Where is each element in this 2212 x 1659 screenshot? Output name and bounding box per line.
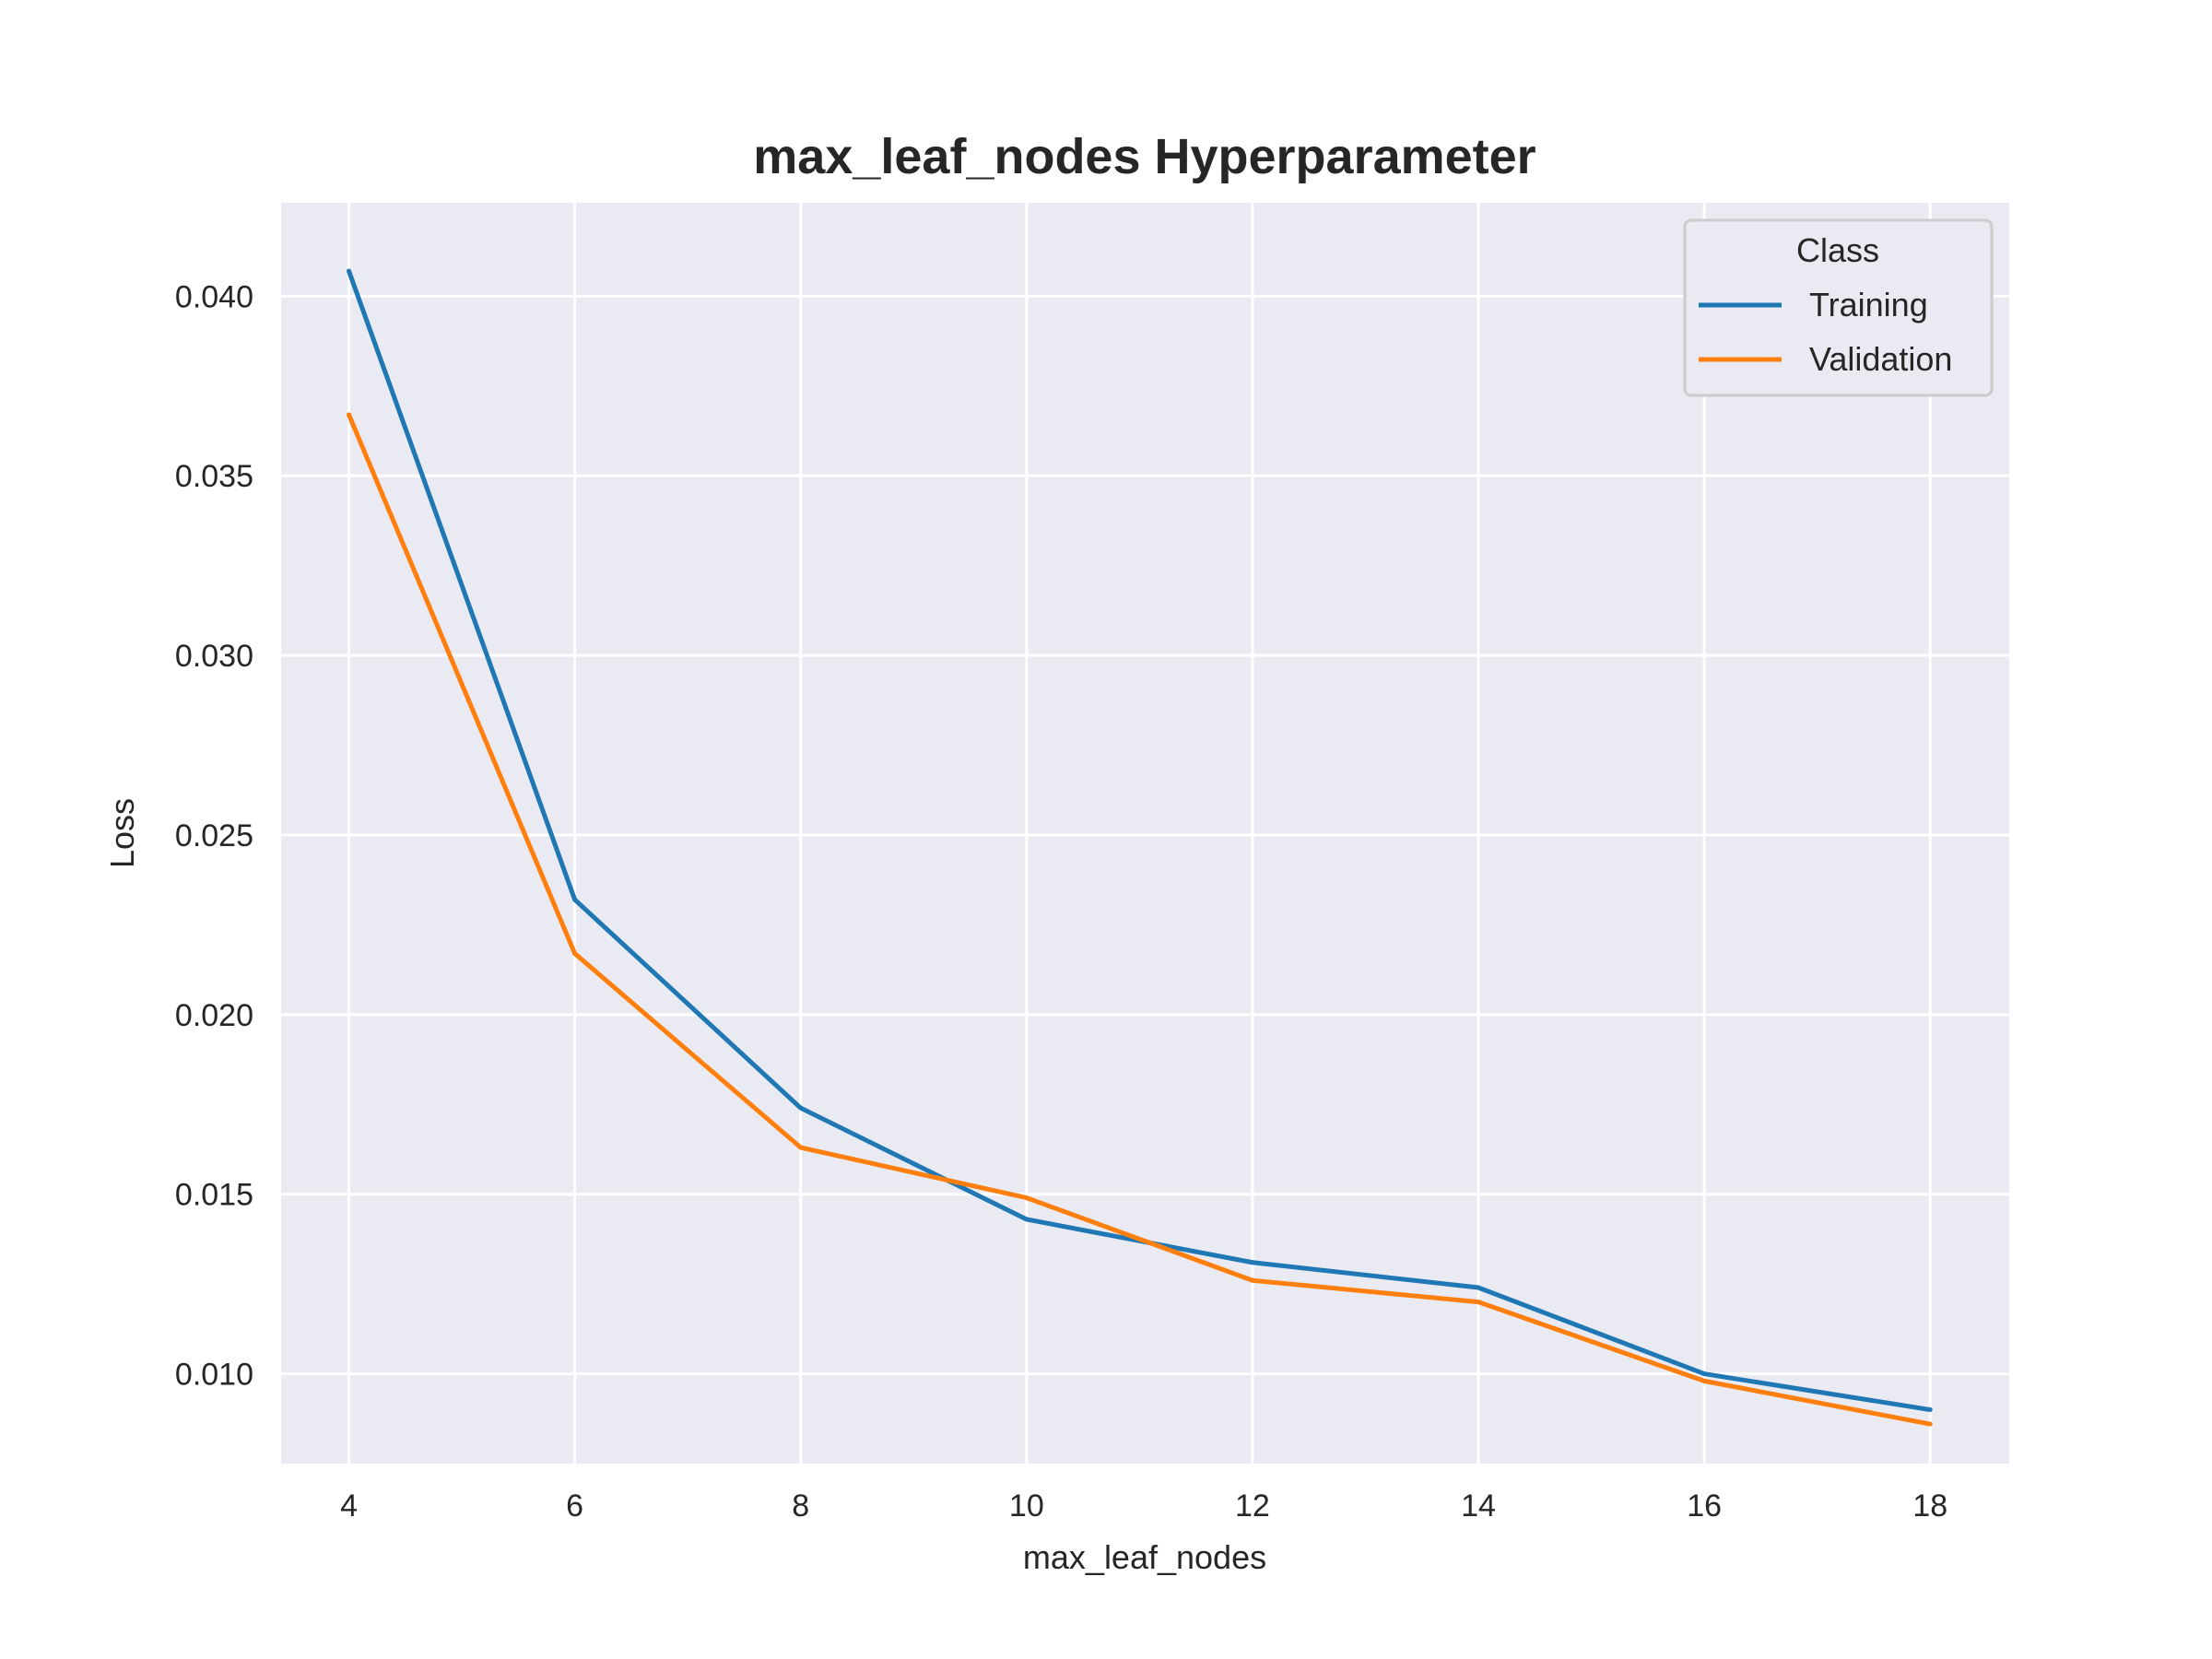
y-tick-label: 0.025 bbox=[175, 818, 253, 853]
data-point-validation bbox=[798, 1145, 804, 1150]
data-point-training bbox=[347, 268, 352, 274]
x-tick-label: 16 bbox=[1687, 1488, 1722, 1524]
data-point-validation bbox=[1250, 1277, 1255, 1283]
series-line-validation bbox=[347, 413, 1931, 1427]
data-point-training bbox=[1927, 1407, 1933, 1413]
data-point-validation bbox=[1476, 1300, 1481, 1305]
plot-area bbox=[281, 203, 2009, 1464]
data-point-training bbox=[798, 1105, 804, 1111]
data-point-training bbox=[1701, 1371, 1707, 1377]
legend: Class Training Validation bbox=[1683, 218, 1994, 397]
y-tick-label: 0.015 bbox=[175, 1178, 253, 1213]
y-gridlines bbox=[281, 294, 2009, 1376]
data-point-validation bbox=[347, 412, 352, 418]
x-tick-label: 12 bbox=[1235, 1488, 1270, 1524]
data-point-validation bbox=[1024, 1195, 1030, 1201]
data-point-training bbox=[1250, 1260, 1255, 1265]
legend-title: Class bbox=[1796, 231, 1879, 269]
x-tick-label: 8 bbox=[792, 1488, 809, 1524]
y-axis-label: Loss bbox=[103, 798, 141, 868]
data-point-training bbox=[572, 897, 578, 902]
data-point-validation bbox=[1701, 1378, 1707, 1383]
y-tick-label: 0.020 bbox=[175, 998, 253, 1033]
y-tick-label: 0.040 bbox=[175, 279, 253, 314]
legend-label-training: Training bbox=[1809, 286, 1928, 324]
legend-box bbox=[1683, 218, 1994, 397]
x-axis-label: max_leaf_nodes bbox=[1023, 1538, 1266, 1576]
legend-label-validation: Validation bbox=[1809, 340, 1952, 378]
data-point-validation bbox=[572, 951, 578, 957]
x-tick-label: 10 bbox=[1009, 1488, 1044, 1524]
y-tick-label: 0.010 bbox=[175, 1358, 253, 1393]
chart-title: max_leaf_nodes Hyperparameter bbox=[753, 129, 1535, 184]
x-tick-label: 14 bbox=[1461, 1488, 1496, 1524]
x-tick-label: 18 bbox=[1912, 1488, 1947, 1524]
y-tick-label: 0.030 bbox=[175, 639, 253, 674]
y-tick-label: 0.035 bbox=[175, 459, 253, 494]
x-tick-labels: 4 6 8 10 12 14 16 18 bbox=[340, 1488, 1947, 1524]
y-tick-labels: 0.010 0.015 0.020 0.025 0.030 0.035 0.040 bbox=[175, 279, 253, 1392]
data-point-training bbox=[1024, 1217, 1030, 1222]
x-tick-label: 4 bbox=[340, 1488, 358, 1524]
data-point-validation bbox=[1927, 1421, 1933, 1427]
x-tick-label: 6 bbox=[566, 1488, 583, 1524]
series-layer bbox=[347, 268, 1933, 1427]
data-point-training bbox=[1476, 1285, 1481, 1290]
